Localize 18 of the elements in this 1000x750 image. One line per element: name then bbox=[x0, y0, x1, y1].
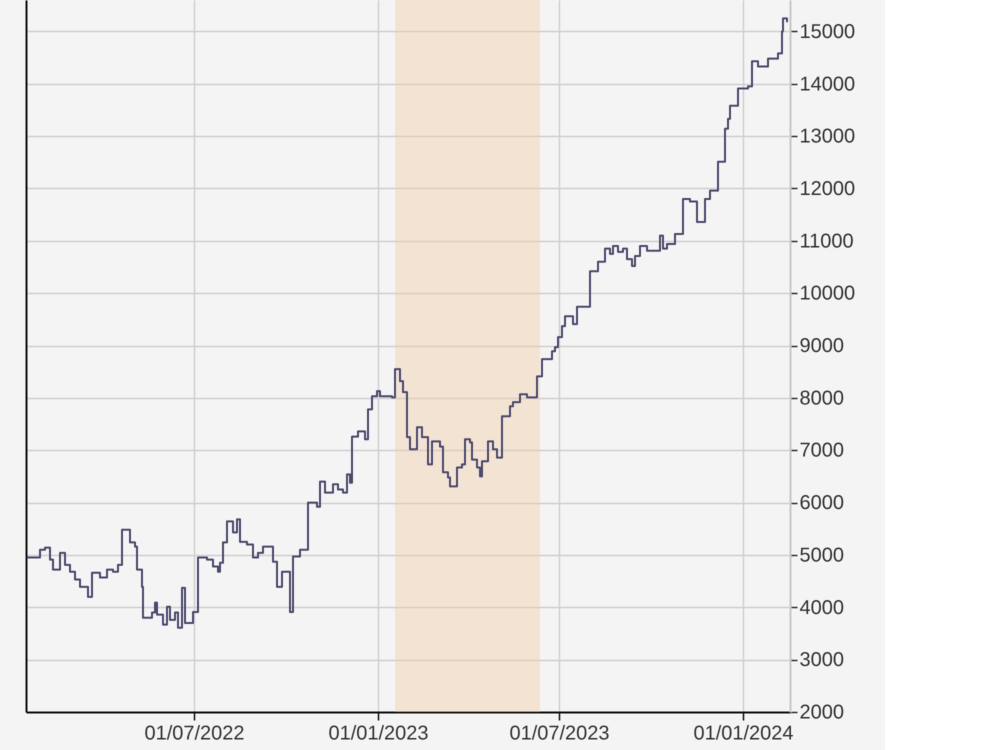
x-tick-label: 01/07/2022 bbox=[144, 722, 245, 744]
y-tick-label: 4000 bbox=[800, 596, 844, 619]
y-tick-label: 6000 bbox=[800, 492, 844, 514]
x-tick-label: 01/01/2024 bbox=[693, 722, 794, 744]
y-tick-label: 7000 bbox=[800, 440, 844, 462]
x-tick-label: 01/07/2023 bbox=[509, 722, 610, 744]
y-tick-label: 12000 bbox=[800, 178, 856, 200]
y-tick-label: 15000 bbox=[800, 20, 856, 43]
y-tick-label: 5000 bbox=[800, 544, 844, 566]
x-tick-label: 01/01/2023 bbox=[328, 722, 429, 744]
y-tick-label: 8000 bbox=[800, 387, 844, 410]
y-tick-label: 9000 bbox=[800, 335, 844, 358]
y-tick-label: 14000 bbox=[800, 73, 856, 96]
y-tick-label: 11000 bbox=[800, 230, 854, 252]
y-tick-label: 10000 bbox=[800, 282, 856, 305]
y-tick-label: 3000 bbox=[800, 649, 844, 672]
y-tick-label: 2000 bbox=[800, 702, 844, 724]
y-tick-label: 13000 bbox=[800, 126, 856, 148]
